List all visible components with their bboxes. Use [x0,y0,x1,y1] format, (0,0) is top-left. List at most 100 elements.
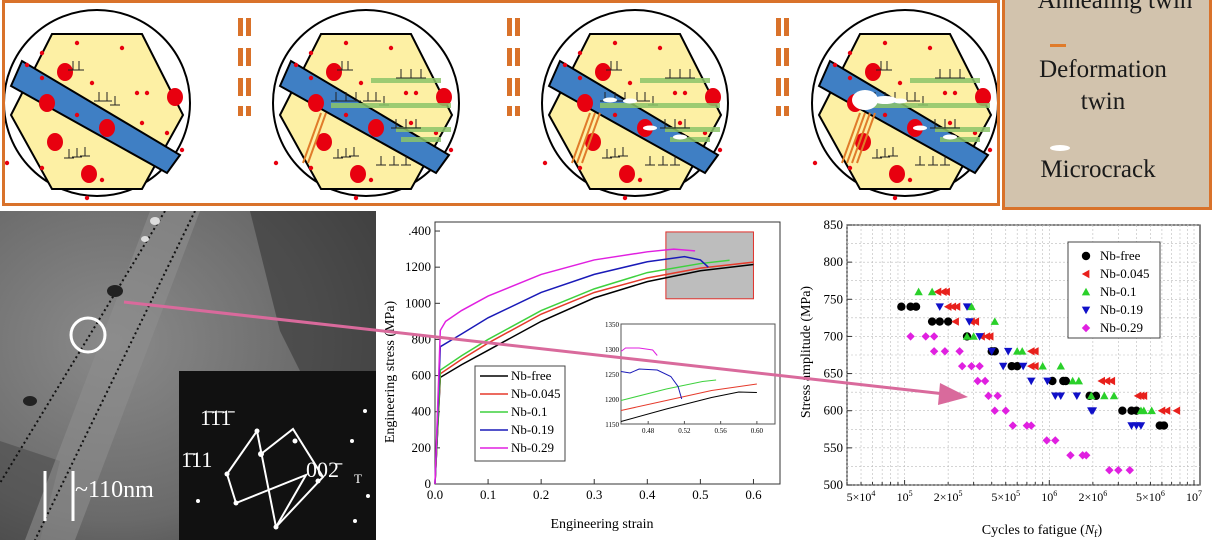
data-point [935,317,944,326]
solute-dot [812,160,818,166]
data-point [897,302,906,311]
legend-label: Nb-0.29 [1100,320,1143,335]
dislocation-symbol [331,92,341,102]
x-axis-label-close: ) [1098,523,1103,538]
dislocation-symbol [955,69,965,79]
x-tick-base: 5×10 [991,490,1016,504]
data-point [1162,406,1171,415]
x-tick-label: 2×106 [1078,489,1107,504]
solute-dot [717,147,723,153]
stress-strain-plot: Engineering stress (MPa) Engineering str… [383,221,781,532]
inset-x-tick-label: 0.52 [678,427,691,435]
precipitate [316,133,332,151]
data-point [1081,323,1091,333]
deformation-twin-line [851,112,871,164]
data-point [911,302,921,311]
slip-band [870,103,990,108]
stage-separator-bar [515,106,520,116]
data-point [1061,376,1070,386]
y-tick-label: 700 [824,328,844,343]
solute-dot [952,90,958,96]
stage-separator-bar [515,78,520,96]
dislocation-symbol [935,69,945,79]
dislocation-symbol [930,119,940,129]
precipitate [23,396,37,406]
solute-dot [847,165,853,171]
grain-schematic-3 [541,9,729,201]
x-tick-base: 2×10 [934,490,959,504]
series-Nb-0.045 [933,287,1181,415]
slip-band [670,137,710,142]
data-point [1139,406,1149,415]
dislocation-symbol [950,119,960,129]
dislocation-symbol [351,92,361,102]
solute-dot [5,160,10,166]
dislocation-symbol [945,69,955,79]
precipitate [99,119,115,137]
solute-dot [882,112,888,118]
data-point [975,333,984,341]
deformation-twin-icon [1050,44,1066,47]
y-tick-label: 600 [412,368,432,383]
x-tick-base: 5×10 [847,490,872,504]
data-point [1125,465,1135,475]
data-point [1139,391,1148,401]
solute-dot [947,120,953,126]
solute-dot [343,112,349,118]
solute-dot [403,90,409,96]
x-tick-label: 0.2 [533,487,549,502]
stage-separator-bar [246,48,251,66]
x-tick-exponent: 7 [1198,489,1202,498]
solute-dot [682,90,688,96]
data-point [1027,361,1035,371]
data-point [1087,391,1096,400]
dislocation-symbol [612,61,622,71]
x-tick-label: 0.3 [586,487,602,502]
solute-dot [657,45,663,51]
data-point [1043,377,1052,386]
x-tick-exponent: 5 [959,489,963,498]
zoom-highlight-box [665,231,754,300]
data-point [1031,361,1039,371]
precipitate [326,63,342,81]
grain-schematic-4 [811,9,997,201]
stage-separator-bar [784,18,789,36]
dislocation-symbol [670,156,680,166]
data-point [1081,306,1091,315]
legend-microcrack-label: Microcrack [1040,156,1156,183]
y-tick-label: 850 [824,217,844,232]
precipitate [81,165,97,183]
grain-schematic-2 [272,9,460,201]
precipitate [619,165,635,183]
microcrack-icon [1050,145,1070,151]
precipitate [47,133,63,151]
microcrack-large [852,90,878,110]
solute-dot [39,50,45,56]
dislocation-symbol [645,156,655,166]
deformation-twin-line [576,112,596,164]
stage-separator-bar [507,18,512,36]
data-point [943,317,953,326]
twin-band [25,211,200,540]
x-tick-exponent: 5 [1016,489,1020,498]
inset-y-tick-label: 1300 [605,346,620,354]
inset-y-tick-label: 1250 [605,371,620,379]
solute-dot [408,120,414,126]
inset-y-tick-label: 1350 [605,321,620,329]
dislocation-symbol [401,156,411,166]
x-tick-exponent: 6 [1103,489,1107,498]
data-point [1109,391,1119,400]
saed-parallelogram-left [226,428,309,530]
data-point [927,317,937,326]
dislocation-symbol [391,119,401,129]
stress-strain-chart: Engineering stress (MPa) Engineering str… [380,212,790,540]
x-axis-label: Engineering strain [550,517,653,532]
solute-dot [74,112,80,118]
x-tick-base: 10 [1186,490,1198,504]
x-tick-label: 0.1 [480,487,496,502]
solute-dot [942,90,948,96]
x-axis-label-sub: f [1094,529,1098,540]
data-point [1018,347,1027,355]
data-point [1136,422,1146,430]
precipitate [577,94,593,112]
